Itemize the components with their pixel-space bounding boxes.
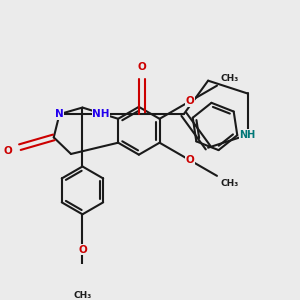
Text: CH₃: CH₃ [220, 74, 239, 83]
Text: CH₃: CH₃ [220, 178, 239, 188]
Text: N: N [55, 109, 64, 119]
Text: O: O [4, 146, 12, 156]
Text: NH: NH [92, 109, 110, 119]
Text: O: O [138, 61, 147, 71]
Text: O: O [78, 244, 87, 254]
Text: NH: NH [239, 130, 256, 140]
Text: O: O [186, 155, 194, 165]
Text: CH₃: CH₃ [73, 291, 92, 300]
Text: O: O [186, 96, 194, 106]
